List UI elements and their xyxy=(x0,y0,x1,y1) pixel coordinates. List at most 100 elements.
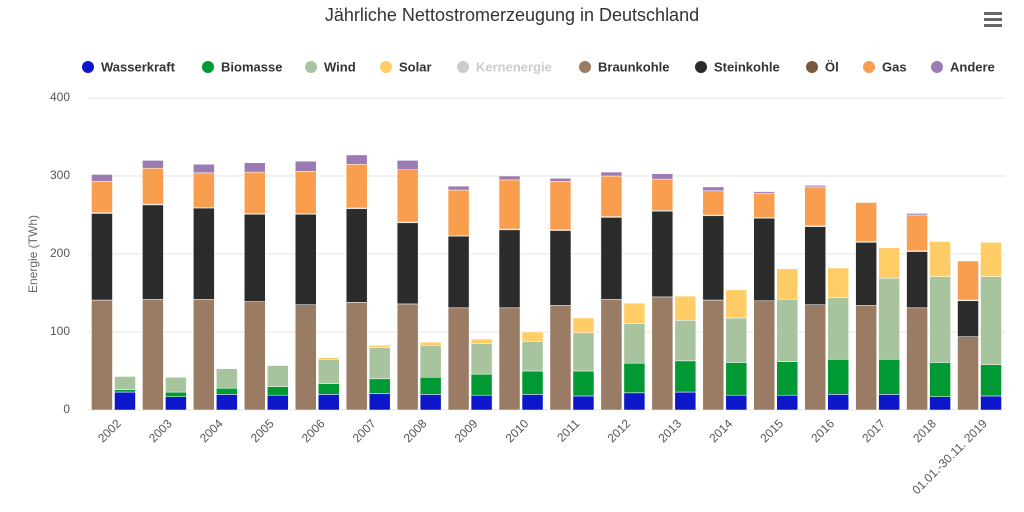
legend-item[interactable]: Andere xyxy=(931,59,995,74)
bar-segment xyxy=(193,207,215,300)
bar-segment xyxy=(623,392,646,411)
bar-segment xyxy=(674,391,697,411)
legend-item[interactable]: Gas xyxy=(863,59,907,74)
legend-marker xyxy=(457,61,469,73)
bar-segment xyxy=(572,317,595,334)
bar-segment xyxy=(318,394,340,411)
bar-segment xyxy=(244,171,266,214)
bar-segment xyxy=(521,394,544,411)
bar-segment xyxy=(114,389,136,393)
bar-segment xyxy=(906,214,928,252)
bar-segment xyxy=(600,298,623,411)
bar-segment xyxy=(651,210,674,298)
bar-segment xyxy=(295,213,317,305)
legend-marker xyxy=(931,61,943,73)
bar-segment xyxy=(651,296,674,411)
bar-segment xyxy=(957,300,979,337)
bar-segment xyxy=(142,160,164,169)
bar-segment xyxy=(549,305,572,411)
bar-segment xyxy=(600,217,623,300)
bar-segment xyxy=(447,185,470,191)
x-tick-label: 2002 xyxy=(95,416,124,445)
bar-segment xyxy=(600,171,623,177)
bar-segment xyxy=(906,251,928,309)
x-tick-label: 2016 xyxy=(808,416,837,445)
x-tick-label: 2008 xyxy=(401,416,430,445)
bar-segment xyxy=(929,396,951,411)
bar-segment xyxy=(368,347,391,380)
bar-segment xyxy=(753,191,775,194)
bar-segment xyxy=(244,213,266,302)
legend-item[interactable]: Kernenergie xyxy=(457,59,552,74)
bar-segment xyxy=(419,394,442,411)
bar-segment xyxy=(396,222,419,305)
bar-segment xyxy=(498,179,521,230)
menu-bar xyxy=(984,18,1002,21)
x-tick-label: 2009 xyxy=(452,416,481,445)
legend-item[interactable]: Biomasse xyxy=(202,59,282,74)
legend-item[interactable]: Wasserkraft xyxy=(82,59,176,74)
legend-item[interactable]: Braunkohle xyxy=(579,59,670,74)
bar-segment xyxy=(674,360,697,393)
bar-segment xyxy=(549,181,572,231)
bar-segment xyxy=(929,362,951,397)
bar-segment xyxy=(855,242,877,306)
x-tick-label: 2012 xyxy=(604,416,633,445)
bar-segment xyxy=(651,173,674,180)
legend-label: Andere xyxy=(950,59,995,74)
bar-segment xyxy=(804,226,826,305)
bar-segment xyxy=(91,174,113,182)
bar-segment xyxy=(470,394,493,411)
bar-segment xyxy=(91,213,113,301)
bar-segment xyxy=(929,241,951,277)
bar-segment xyxy=(776,268,798,300)
legend-marker xyxy=(695,61,707,73)
bar-segment xyxy=(725,362,748,396)
bar-segment xyxy=(549,178,572,182)
legend-label: Öl xyxy=(825,59,839,74)
legend-marker xyxy=(82,61,94,73)
bar-segment xyxy=(623,362,646,394)
bar-segment xyxy=(295,160,317,172)
bar-segment xyxy=(572,332,595,372)
bar-segment xyxy=(295,171,317,214)
bar-segment xyxy=(318,359,340,384)
legend-label: Wind xyxy=(324,59,356,74)
y-tick-label: 0 xyxy=(63,402,70,416)
bar-segment xyxy=(114,376,136,390)
legend-label: Biomasse xyxy=(221,59,282,74)
legend-marker xyxy=(305,61,317,73)
bar-segment xyxy=(878,247,900,279)
y-tick-label: 400 xyxy=(50,90,70,104)
bar-segment xyxy=(470,338,493,344)
y-tick-label: 200 xyxy=(50,246,70,260)
bar-segment xyxy=(193,172,215,208)
legend-item[interactable]: Öl xyxy=(806,59,839,74)
legend-item[interactable]: Steinkohle xyxy=(695,59,780,74)
bar-segment xyxy=(216,387,238,395)
bar-segment xyxy=(345,208,368,303)
bar-segment xyxy=(396,169,419,223)
x-tick-label: 2004 xyxy=(197,416,226,445)
y-tick-label: 100 xyxy=(50,324,70,338)
bar-segment xyxy=(470,343,493,375)
bar-segment xyxy=(804,304,826,411)
x-tick-label: 2006 xyxy=(299,416,328,445)
bar-segment xyxy=(725,394,748,411)
bar-segment xyxy=(267,386,289,396)
legend-label: Steinkohle xyxy=(714,59,780,74)
bar-segment xyxy=(193,164,215,174)
menu-button[interactable] xyxy=(984,12,1002,27)
bar-segment xyxy=(980,395,1002,411)
legend-item[interactable]: Wind xyxy=(305,59,356,74)
bar-segment xyxy=(906,213,928,216)
bar-segment xyxy=(980,242,1002,277)
legend-item[interactable]: Solar xyxy=(380,59,432,74)
bar-segment xyxy=(498,229,521,309)
bar-segment xyxy=(419,376,442,395)
bar-segment xyxy=(776,298,798,362)
bar-segment xyxy=(142,204,164,300)
bar-segment xyxy=(368,393,391,411)
bar-segment xyxy=(674,320,697,362)
bar-segment xyxy=(521,341,544,372)
